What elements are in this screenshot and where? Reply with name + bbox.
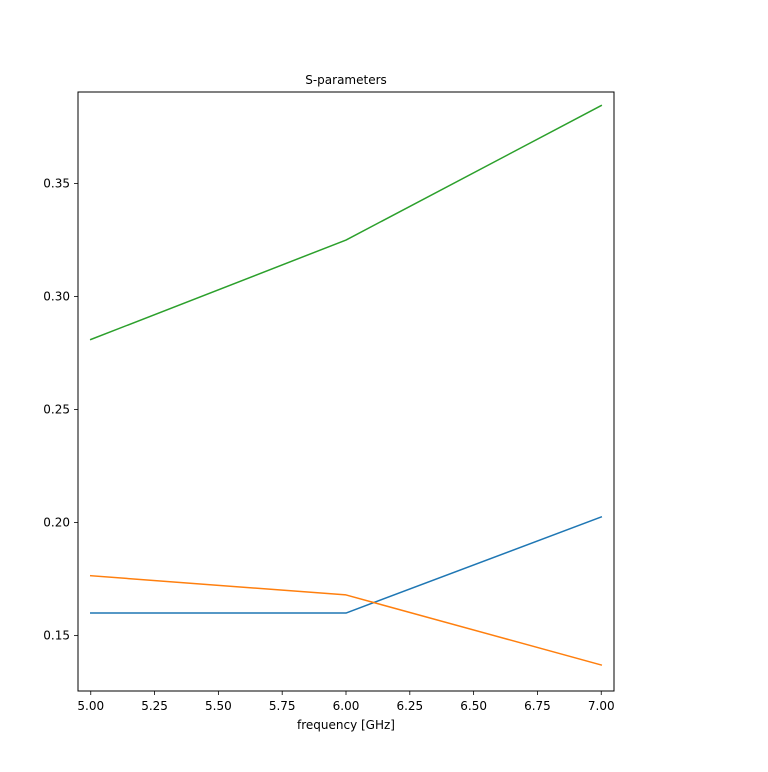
x-axis-label: frequency [GHz] [297,718,395,732]
y-tick-label: 0.15 [43,629,70,643]
series-layer [89,104,603,666]
y-tick-label: 0.30 [43,290,70,304]
y-tick-label: 0.25 [43,403,70,417]
x-tick-label: 6.00 [333,699,360,713]
series-line-1 [90,515,603,614]
plot-frame [77,91,615,692]
x-tick-label: 7.00 [588,699,615,713]
chart-title: S-parameters [305,73,387,87]
x-tick-label: 6.75 [524,699,551,713]
x-tick-label: 5.25 [141,699,168,713]
y-tick-label: 0.35 [43,177,70,191]
x-tick-label: 5.50 [205,699,232,713]
series-line-2 [89,574,603,666]
series-line-3 [89,104,603,341]
x-tick-label: 5.00 [77,699,104,713]
y-tick-label: 0.20 [43,516,70,530]
x-tick-label: 5.75 [269,699,296,713]
x-tick-label: 6.50 [460,699,487,713]
x-tick-label: 6.25 [396,699,423,713]
y-axis: 0.15 0.20 0.25 0.30 0.35 [43,177,78,643]
x-axis: 5.00 5.25 5.50 5.75 6.00 6.25 6.50 6.75 7.00 [77,691,615,713]
